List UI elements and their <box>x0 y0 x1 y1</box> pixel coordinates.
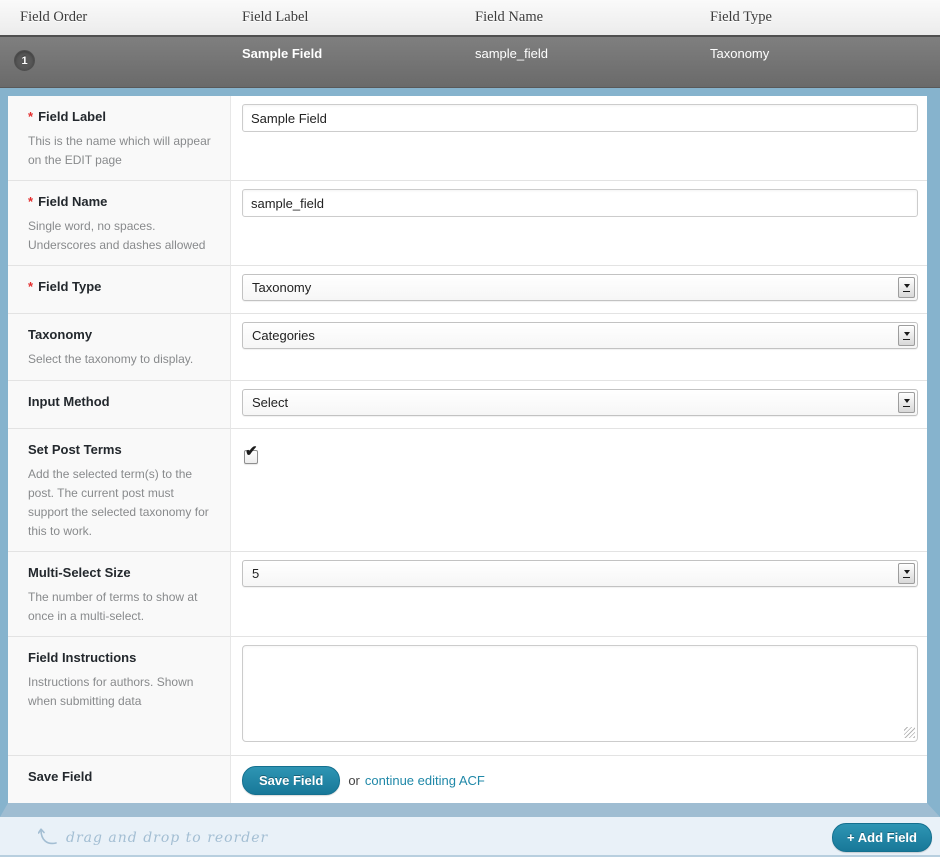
field-order-badge: 1 <box>14 50 35 71</box>
field-label-input[interactable] <box>242 104 918 132</box>
field-label-heading: * Field Label <box>28 109 106 124</box>
row-taxonomy: Taxonomy Select the taxonomy to display.… <box>8 313 927 380</box>
field-instructions-heading: Field Instructions <box>28 650 137 665</box>
dropdown-arrow-icon <box>898 392 915 413</box>
row-set-post-terms: Set Post Terms Add the selected term(s) … <box>8 428 927 551</box>
header-field-label: Field Label <box>242 9 309 25</box>
taxonomy-description: Select the taxonomy to display. <box>28 352 194 366</box>
dropdown-arrow-icon <box>898 277 915 298</box>
field-row-label: Sample Field <box>242 46 323 61</box>
checkmark-icon: ✔ <box>245 443 258 460</box>
row-field-name: * Field Name Single word, no spaces. Unde… <box>8 180 927 265</box>
field-type-select[interactable]: Taxonomy <box>242 274 918 301</box>
required-marker: * <box>28 194 34 209</box>
header-field-name: Field Name <box>475 9 544 25</box>
field-name-input[interactable] <box>242 189 918 217</box>
or-text: or <box>348 773 360 788</box>
row-input-method: Input Method Select <box>8 380 927 428</box>
dropdown-arrow-icon <box>898 563 915 584</box>
field-instructions-description: Instructions for authors. Shown when sub… <box>28 675 194 708</box>
required-marker: * <box>28 279 34 294</box>
multi-select-size-heading: Multi-Select Size <box>28 565 131 580</box>
field-row-name: sample_field <box>475 46 548 61</box>
add-field-button[interactable]: + Add Field <box>832 823 932 852</box>
input-method-heading: Input Method <box>28 394 110 409</box>
required-marker: * <box>28 109 34 124</box>
curved-arrow-icon <box>38 828 57 845</box>
set-post-terms-heading: Set Post Terms <box>28 442 122 457</box>
field-row-header[interactable]: 1 Sample Field sample_field Taxonomy <box>0 35 940 88</box>
row-field-instructions: Field Instructions Instructions for auth… <box>8 636 927 755</box>
field-order-cell: 1 <box>0 37 232 87</box>
header-field-type: Field Type <box>710 9 772 25</box>
continue-editing-link[interactable]: continue editing ACF <box>364 773 485 788</box>
row-field-type: * Field Type Taxonomy <box>8 265 927 313</box>
drag-drop-hint: drag and drop to reorder <box>38 826 268 848</box>
field-name-description: Single word, no spaces. Underscores and … <box>28 219 206 252</box>
header-field-order: Field Order <box>20 9 88 25</box>
field-label-description: This is the name which will appear on th… <box>28 134 211 167</box>
set-post-terms-checkbox[interactable]: ✔ <box>244 444 258 464</box>
field-instructions-textarea[interactable] <box>242 645 918 742</box>
row-field-label: * Field Label This is the name which will… <box>8 96 927 180</box>
resize-grip-icon[interactable] <box>904 727 915 738</box>
drag-drop-hint-text: drag and drop to reorder <box>66 830 269 846</box>
field-name-heading: * Field Name <box>28 194 108 209</box>
field-edit-panel: * Field Label This is the name which will… <box>0 88 940 817</box>
input-method-select[interactable]: Select <box>242 389 918 416</box>
multi-select-size-select[interactable]: 5 <box>242 560 918 587</box>
fields-table-footer: drag and drop to reorder + Add Field <box>0 817 940 857</box>
row-multi-select-size: Multi-Select Size The number of terms to… <box>8 551 927 636</box>
save-field-button[interactable]: Save Field <box>242 766 341 795</box>
field-type-heading: * Field Type <box>28 279 102 294</box>
fields-table-header: Field Order Field Label Field Name Field… <box>0 0 940 35</box>
taxonomy-heading: Taxonomy <box>28 327 93 342</box>
taxonomy-select[interactable]: Categories <box>242 322 918 349</box>
set-post-terms-description: Add the selected term(s) to the post. Th… <box>28 467 209 538</box>
field-row-type: Taxonomy <box>710 46 770 61</box>
save-field-heading: Save Field <box>28 769 93 784</box>
row-save-field: Save Field Save Field or continue editin… <box>8 755 927 803</box>
multi-select-size-description: The number of terms to show at once in a… <box>28 590 198 623</box>
dropdown-arrow-icon <box>898 325 915 346</box>
